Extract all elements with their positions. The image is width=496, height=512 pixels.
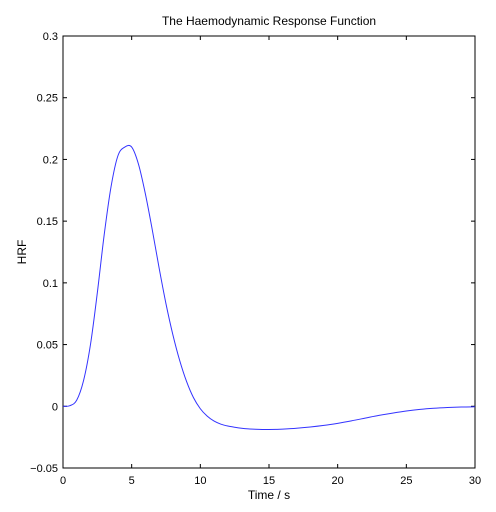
y-tick-label: 0.3 [43,31,58,43]
series-line-hrf [62,144,476,431]
x-axis-label: Time / s [248,488,290,502]
y-tick-label: 0.1 [43,278,58,290]
x-tick-label: 15 [263,475,275,487]
y-tick-label: −0.05 [30,463,58,475]
x-tick-label: 10 [194,475,206,487]
plot-area [62,35,476,469]
x-tick-label: 25 [400,475,412,487]
x-tick-label: 0 [60,475,66,487]
y-tick-label: 0 [52,401,58,413]
x-tick-label: 30 [469,475,481,487]
x-tick-label: 5 [129,475,135,487]
y-tick-label: 0.15 [37,216,58,228]
y-tick-label: 0.05 [37,340,58,352]
y-tick-label: 0.25 [37,93,58,105]
chart-title: The Haemodynamic Response Function [162,14,376,28]
y-tick-label: 0.2 [43,154,58,166]
x-tick-label: 20 [332,475,344,487]
y-axis-label: HRF [15,240,29,265]
tick-group [62,35,476,469]
